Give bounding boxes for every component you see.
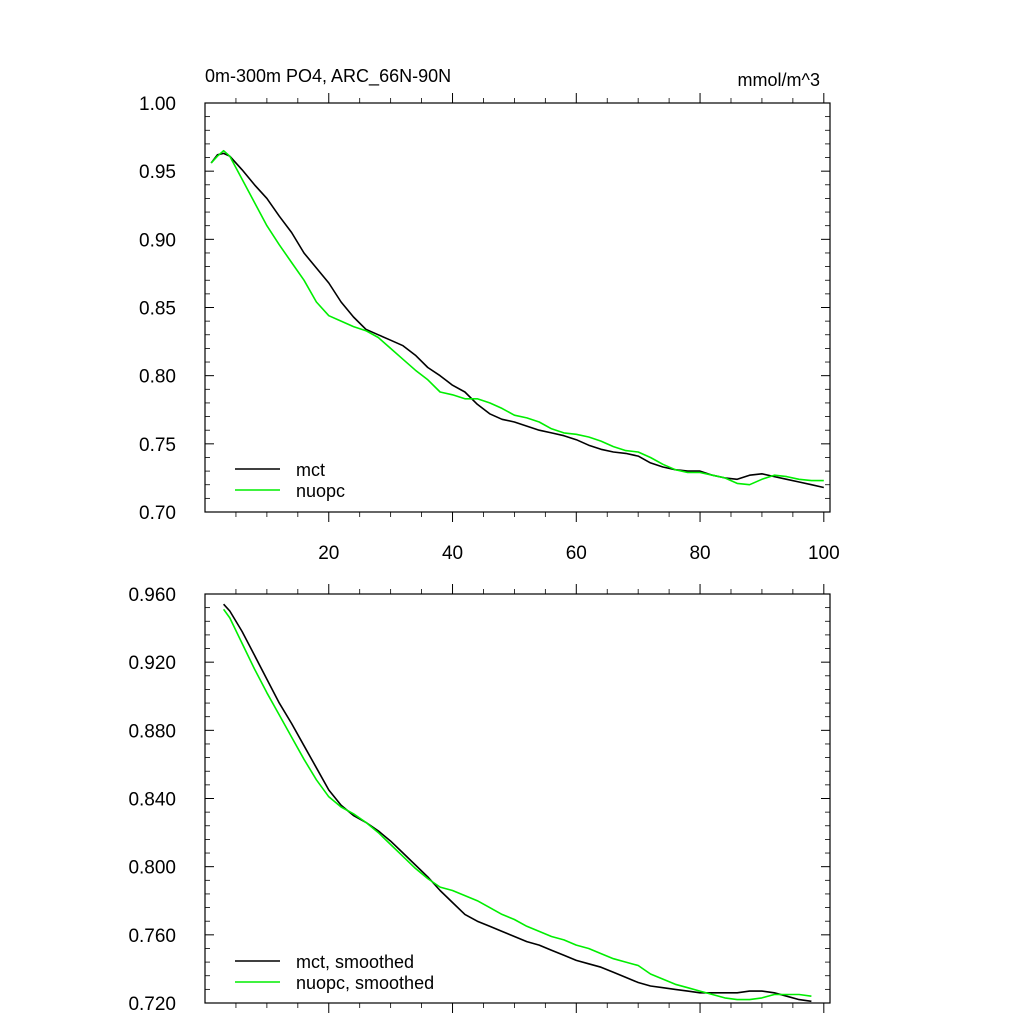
y-tick-label: 0.95 (139, 162, 176, 183)
y-tick-label: 0.840 (128, 790, 176, 811)
x-tick-label: 20 (318, 543, 339, 564)
y-tick-label: 0.920 (128, 653, 176, 674)
x-tick-label: 80 (689, 543, 710, 564)
chart-title: 0m-300m PO4, ARC_66N-90N (205, 66, 451, 87)
x-tick-label: 60 (566, 543, 587, 564)
series-line-nuopc-smoothed (222, 608, 812, 1001)
y-tick-label: 0.75 (139, 435, 176, 456)
bottom-chart-panel: 0.720 0.760 0.800 0.840 0.880 0.920 0.960 mct,… (128, 584, 831, 1015)
plot-frame (204, 102, 831, 513)
y-tick-label: 0.70 (139, 503, 176, 524)
x-tick-label: 40 (442, 543, 463, 564)
y-tick-label: 0.80 (139, 367, 176, 388)
y-tick-label: 0.880 (128, 721, 176, 742)
legend: mct, smoothed nuopc, smoothed (235, 952, 434, 993)
y-tick-label: 0.720 (128, 994, 176, 1015)
series-line-mct-smoothed (223, 603, 812, 1003)
units-label: mmol/m^3 (738, 70, 820, 90)
legend: mct nuopc (235, 460, 345, 501)
top-chart-panel: 0m-300m PO4, ARC_66N-90N mmol/m^3 0.70 0.… (139, 66, 840, 564)
plot-frame (204, 593, 831, 1004)
x-tick-label: 100 (808, 543, 840, 564)
legend-label-nuopc-smoothed: nuopc, smoothed (296, 973, 434, 993)
y-tick-label: 0.800 (128, 858, 176, 879)
y-tick-label: 0.960 (128, 585, 176, 606)
series-line-nuopc (210, 149, 824, 486)
y-tick-label: 1.00 (139, 94, 176, 115)
legend-label-nuopc: nuopc (296, 481, 345, 501)
y-tick-label: 0.85 (139, 299, 176, 320)
y-tick-label: 0.760 (128, 926, 176, 947)
legend-label-mct-smoothed: mct, smoothed (296, 952, 414, 972)
series-line-mct (210, 152, 824, 489)
legend-label-mct: mct (296, 460, 325, 480)
y-tick-label: 0.90 (139, 230, 176, 251)
